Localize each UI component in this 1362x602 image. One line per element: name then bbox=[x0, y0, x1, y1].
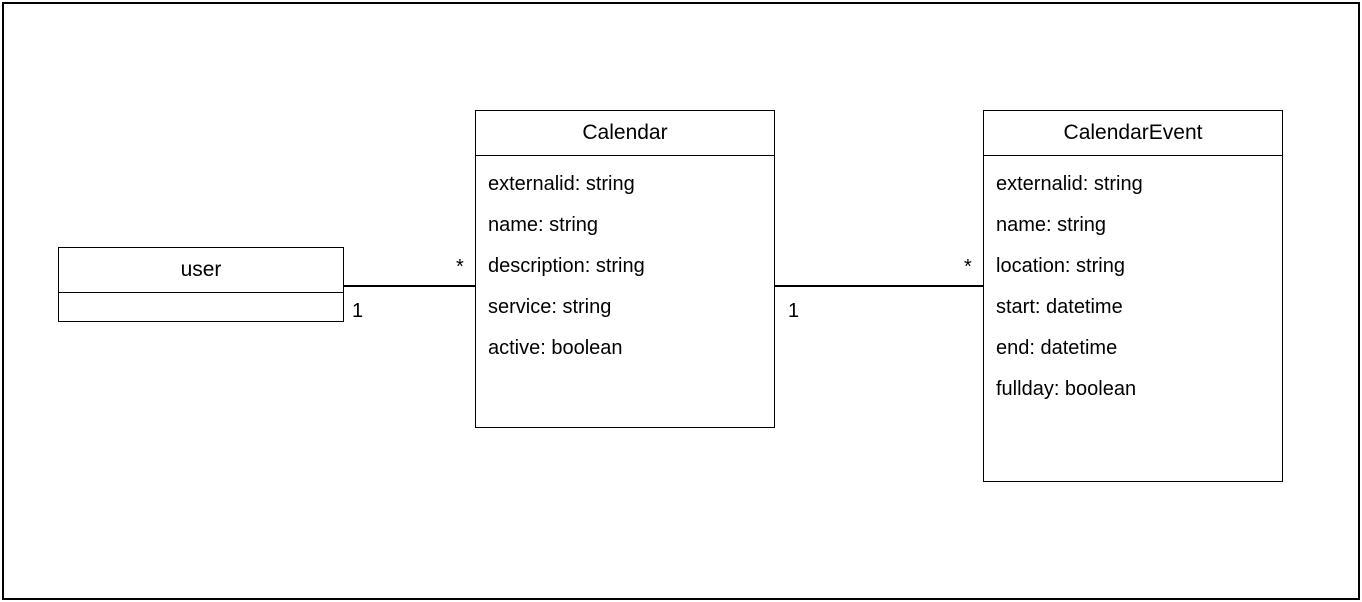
entity-user: user bbox=[58, 247, 344, 322]
entity-calendar-event-body: externalid: string name: string location… bbox=[984, 156, 1282, 418]
attr: externalid: string bbox=[996, 164, 1270, 205]
mult-calendar-side-left: * bbox=[456, 256, 464, 279]
entity-user-body bbox=[59, 293, 343, 309]
entity-calendar-event-title: CalendarEvent bbox=[984, 111, 1282, 156]
attr: name: string bbox=[996, 205, 1270, 246]
attr: active: boolean bbox=[488, 328, 762, 369]
entity-calendar-event: CalendarEvent externalid: string name: s… bbox=[983, 110, 1283, 482]
entity-calendar-body: externalid: string name: string descript… bbox=[476, 156, 774, 377]
edge-user-calendar bbox=[344, 285, 475, 287]
attr: name: string bbox=[488, 205, 762, 246]
mult-calendar-side-right: 1 bbox=[788, 300, 799, 323]
attr: service: string bbox=[488, 287, 762, 328]
attr: description: string bbox=[488, 246, 762, 287]
mult-user-side: 1 bbox=[352, 300, 363, 323]
edge-calendar-calendarevent bbox=[775, 285, 983, 287]
attr: end: datetime bbox=[996, 328, 1270, 369]
attr: location: string bbox=[996, 246, 1270, 287]
attr: start: datetime bbox=[996, 287, 1270, 328]
entity-calendar: Calendar externalid: string name: string… bbox=[475, 110, 775, 428]
entity-calendar-title: Calendar bbox=[476, 111, 774, 156]
mult-calendarevent-side: * bbox=[964, 256, 972, 279]
attr: fullday: boolean bbox=[996, 369, 1270, 410]
entity-user-title: user bbox=[59, 248, 343, 293]
attr: externalid: string bbox=[488, 164, 762, 205]
